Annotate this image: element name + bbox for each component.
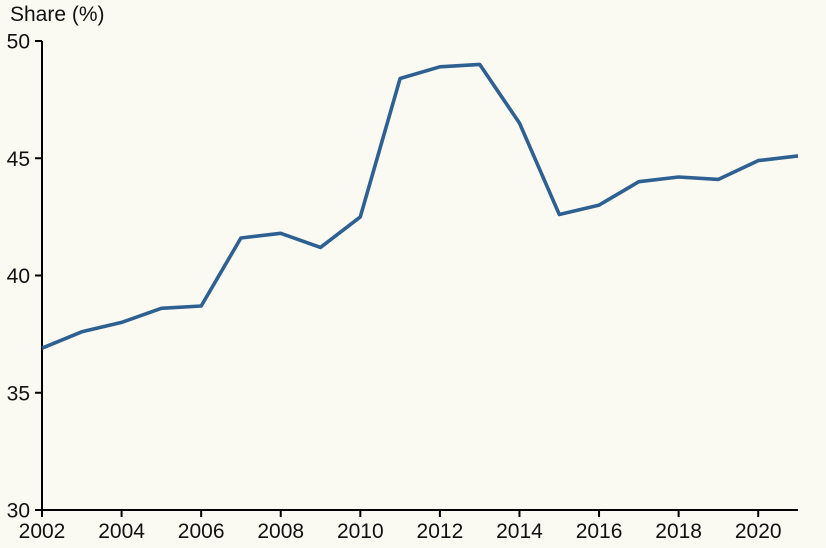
y-axis-title: Share (%)	[10, 3, 105, 26]
x-tick-label: 2020	[735, 520, 782, 543]
x-tick-label: 2006	[178, 520, 225, 543]
x-tick-label: 2002	[19, 520, 66, 543]
x-tick-label: 2018	[655, 520, 702, 543]
y-tick-label: 40	[7, 265, 30, 288]
x-tick-label: 2004	[98, 520, 145, 543]
x-tick-label: 2008	[257, 520, 304, 543]
x-tick-label: 2012	[417, 520, 464, 543]
x-tick-label: 2014	[496, 520, 543, 543]
y-tick-label: 50	[7, 31, 30, 54]
x-tick-label: 2016	[576, 520, 623, 543]
y-tick-label: 30	[7, 500, 30, 523]
y-tick-label: 35	[7, 382, 30, 405]
data-line	[41, 62, 799, 350]
x-tick-label: 2010	[337, 520, 384, 543]
y-tick-label: 45	[7, 148, 30, 171]
axis-lines	[41, 41, 798, 511]
